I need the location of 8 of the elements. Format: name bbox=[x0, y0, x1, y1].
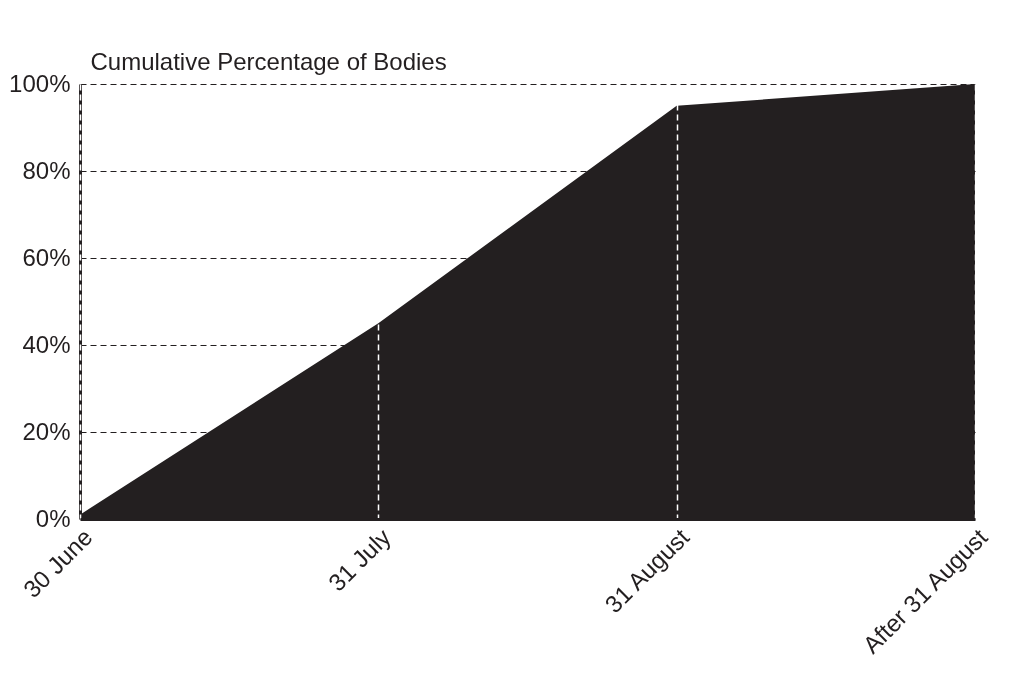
x-tick-label: 31 July bbox=[322, 523, 396, 597]
y-tick-label: 0% bbox=[35, 504, 71, 532]
y-tick-label: 20% bbox=[22, 417, 71, 445]
y-axis-title: Cumulative Percentage of Bodies bbox=[90, 47, 447, 75]
y-tick-label: 60% bbox=[22, 243, 71, 271]
y-tick-label: 80% bbox=[22, 156, 71, 184]
y-tick-label: 40% bbox=[22, 330, 71, 358]
y-tick-label: 100% bbox=[9, 69, 71, 97]
